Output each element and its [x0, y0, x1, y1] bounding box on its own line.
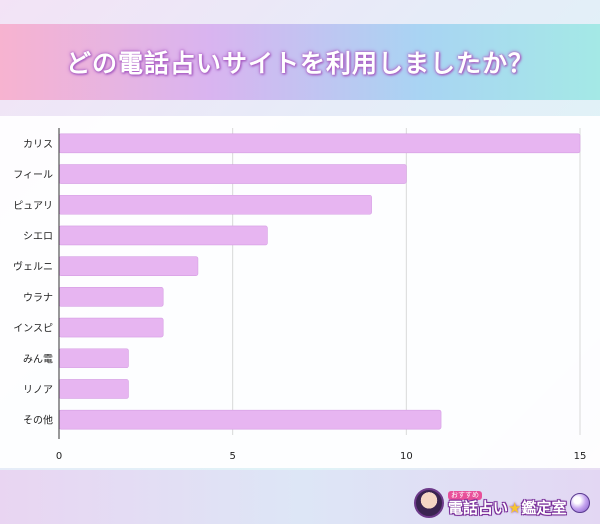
category-label: その他: [23, 414, 53, 427]
crystal-ball-icon: [570, 493, 591, 513]
logo-sub-text: 鑑定室: [521, 498, 567, 517]
category-label: ウラナ: [23, 292, 53, 304]
category-label: リノア: [23, 385, 53, 396]
title-banner: どの電話占いサイトを利用しましたか？: [0, 24, 600, 100]
fortune-teller-avatar-icon: [414, 488, 444, 518]
category-label: カリス: [23, 138, 53, 150]
logo-text-group: おすすめ 電話占い★鑑定室: [448, 490, 567, 517]
category-label: インスピ: [13, 323, 53, 335]
category-label: フィール: [13, 170, 53, 181]
bar: [58, 317, 164, 338]
x-tick-label: 0: [56, 451, 62, 462]
bar: [58, 379, 129, 399]
x-tick-label: 10: [400, 451, 413, 462]
bar: [58, 164, 407, 184]
bar: [58, 348, 129, 369]
logo-small-label: おすすめ: [448, 490, 482, 500]
x-tick-label: 5: [229, 451, 235, 462]
logo-main-text: 電話占い: [448, 498, 509, 517]
bar: [58, 194, 372, 215]
chart-title: どの電話占いサイトを利用しましたか？: [65, 49, 534, 78]
bar: [58, 133, 581, 154]
bar: [58, 256, 199, 276]
star-icon: ★: [508, 498, 522, 517]
logo-main-label: 電話占い★鑑定室: [448, 498, 567, 517]
bar: [58, 225, 268, 246]
bar: [58, 287, 164, 307]
category-label: シエロ: [23, 231, 53, 242]
category-label: ヴェルニ: [13, 260, 53, 273]
site-logo[interactable]: おすすめ 電話占い★鑑定室: [414, 486, 592, 520]
footer-band: [0, 470, 600, 524]
category-label: みん電: [23, 353, 53, 365]
x-tick-label: 15: [574, 451, 587, 462]
category-label: ピュアリ: [13, 200, 53, 212]
bar: [58, 409, 442, 430]
